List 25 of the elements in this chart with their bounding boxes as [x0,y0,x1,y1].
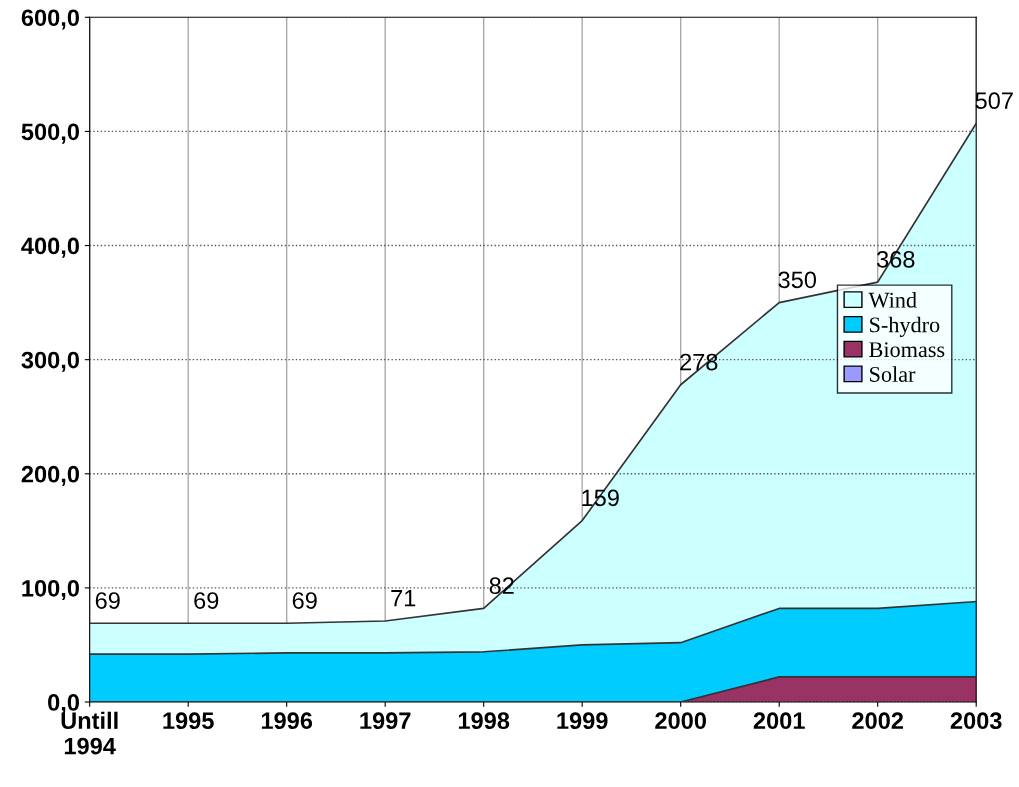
x-tick-label: 2002 [852,712,904,730]
x-tick-label: 1999 [557,712,608,730]
x-tick-label: 2001 [753,712,805,730]
total-label: 69 [95,592,120,609]
legend-label: Solar [870,366,916,382]
y-tick-label: 600,0 [21,9,79,30]
x-tick-label: 1997 [360,712,411,730]
total-label: 69 [292,592,317,609]
legend-label: S-hydro [870,316,940,337]
y-tick-label: 300,0 [21,351,79,372]
x-tick-label: 1996 [261,712,313,730]
total-label: 71 [391,590,416,607]
x-tick-label: 2000 [655,712,706,730]
y-tick-label: 200,0 [21,465,79,486]
total-label: 69 [194,592,219,609]
y-tick-label: 500,0 [21,123,79,144]
legend-label: Biomass [869,342,945,358]
x-tick-label: 2003 [950,712,1002,730]
y-tick-label: 400,0 [21,237,79,258]
x-tick-label: 1998 [458,712,510,730]
total-label: 350 [778,271,817,289]
x-tick-label: 1995 [163,712,214,730]
y-tick-label: 100,0 [22,579,79,601]
legend-label: Wind [868,291,917,308]
x-tick-label: Untill 1994 [61,711,118,755]
